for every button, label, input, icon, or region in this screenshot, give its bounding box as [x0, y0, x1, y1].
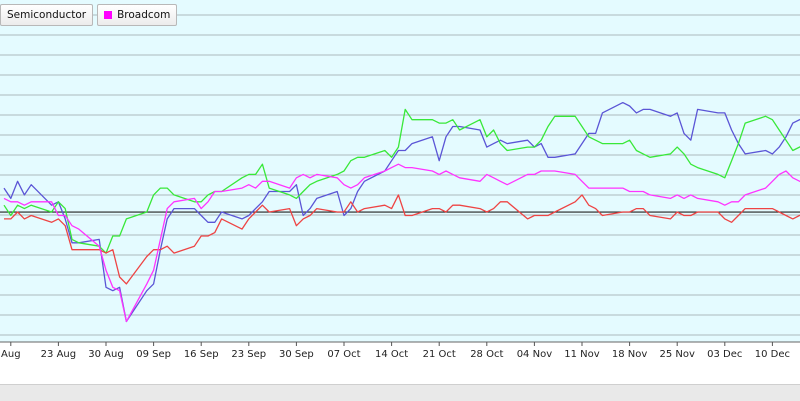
x-tick-label: 30 Sep	[279, 349, 314, 360]
x-tick-label: 30 Aug	[88, 349, 123, 360]
chart-panel: Aug 23 Aug 30 Aug 09 Sep 16 Sep 23 Sep 30 Sep 0…	[0, 0, 800, 384]
series-lines	[3, 101, 800, 323]
plot-area	[0, 0, 800, 342]
x-tick-label: 11 Nov	[564, 349, 600, 360]
x-tick-label: 07 Oct	[327, 349, 360, 360]
x-tick-label: 04 Nov	[517, 349, 553, 360]
legend-label-broadcom: Broadcom	[117, 9, 171, 21]
legend-label-semiconductor: Semiconductor	[7, 9, 87, 21]
series-line-3	[4, 194, 800, 285]
series-line-2	[3, 108, 800, 254]
x-tick-label: 28 Oct	[470, 349, 503, 360]
horizontal-scrollbar[interactable]	[0, 384, 800, 401]
x-tick-label: 25 Nov	[659, 349, 695, 360]
x-axis: Aug 23 Aug 30 Aug 09 Sep 16 Sep 23 Sep 30 Sep 0…	[1, 342, 790, 360]
x-tick-label: 03 Dec	[707, 349, 742, 360]
x-tick-label: 23 Sep	[231, 349, 266, 360]
x-tick-label: 09 Sep	[136, 349, 171, 360]
legend: Semiconductor Broadcom	[0, 4, 178, 26]
legend-swatch-broadcom	[104, 11, 113, 19]
line-chart: Aug 23 Aug 30 Aug 09 Sep 16 Sep 23 Sep 30 Sep 0…	[0, 0, 800, 360]
series-line-4	[3, 163, 800, 323]
gridlines	[0, 14, 800, 343]
x-tick-label: 16 Sep	[184, 349, 219, 360]
x-tick-label: 21 Oct	[423, 349, 456, 360]
x-tick-label: 18 Nov	[612, 349, 648, 360]
legend-item-semiconductor[interactable]: Semiconductor	[0, 4, 94, 26]
x-tick-label: 23 Aug	[41, 349, 76, 360]
legend-item-broadcom[interactable]: Broadcom	[97, 4, 178, 26]
x-tick-label: 10 Dec	[755, 349, 790, 360]
x-tick-label: Aug	[1, 349, 21, 360]
series-line-1	[3, 101, 800, 323]
x-tick-label: 14 Oct	[375, 349, 408, 360]
